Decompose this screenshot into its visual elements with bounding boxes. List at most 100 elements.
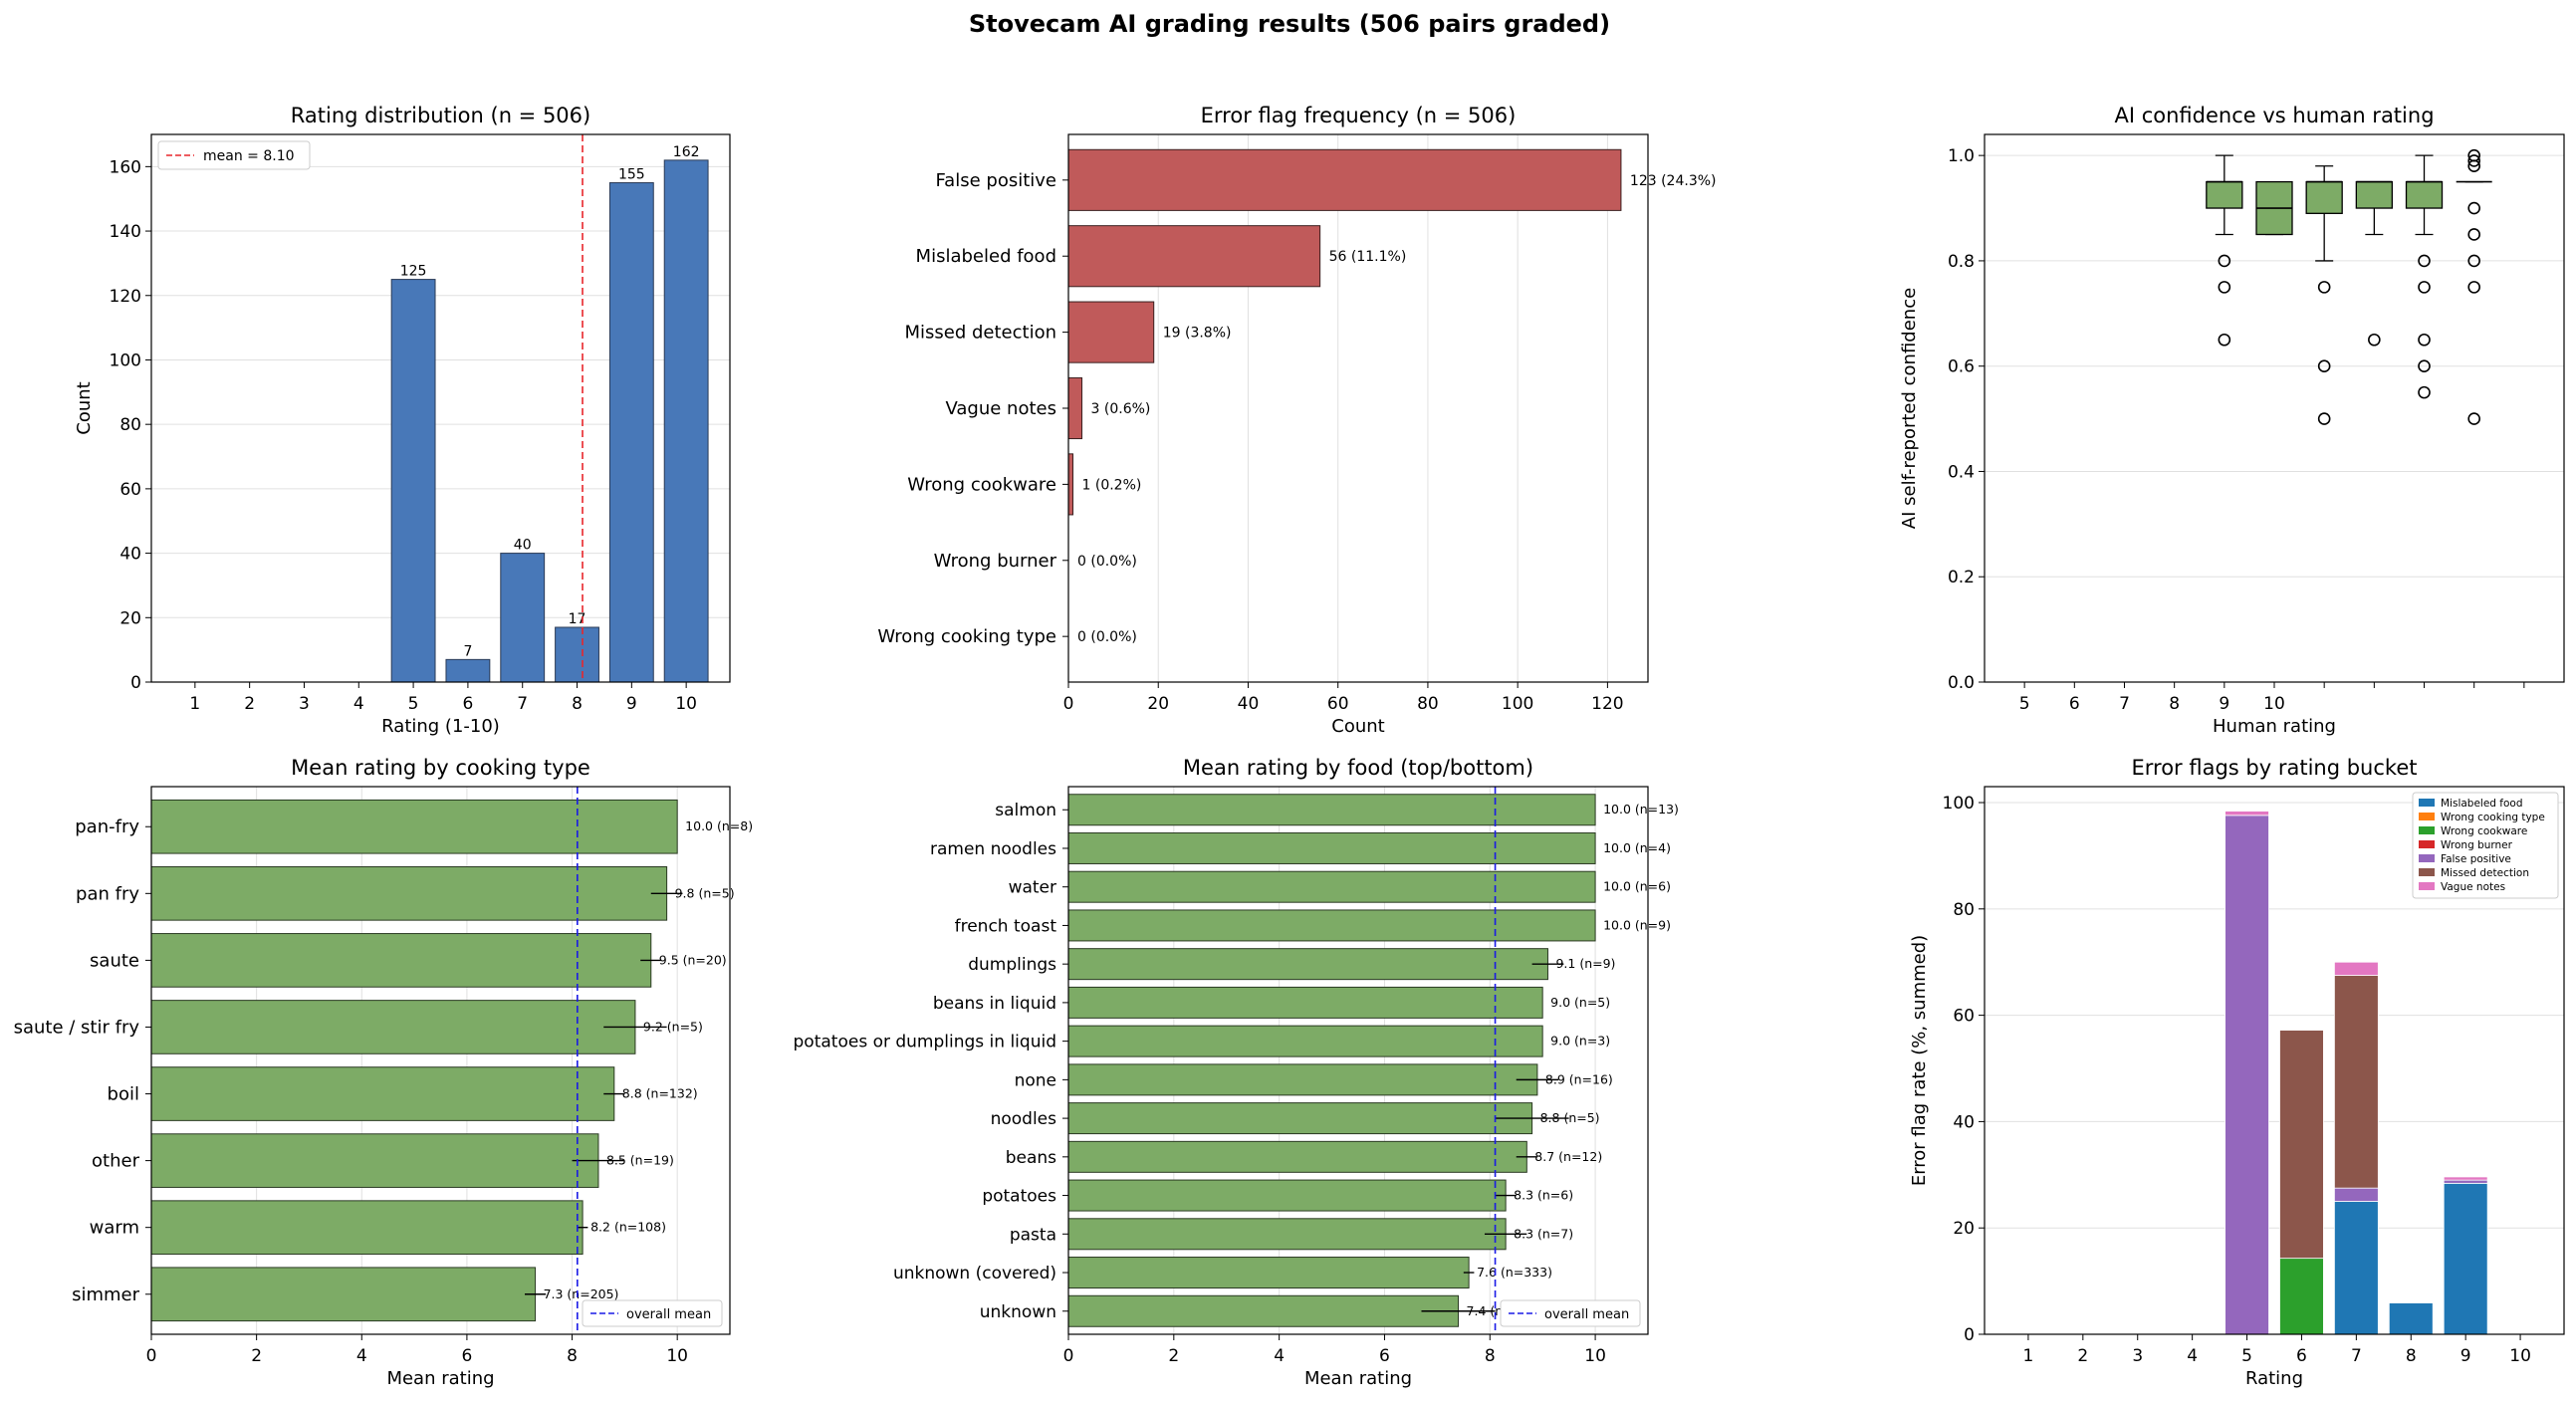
bar-value-label: 8.7 (n=12): [1534, 1149, 1602, 1164]
y-axis-label: AI self-reported confidence: [1899, 288, 1920, 529]
y-tick-label: 1.0: [1948, 146, 1975, 166]
bar-mean-rating: [150, 865, 668, 921]
stacked-segment: [2333, 1201, 2379, 1335]
outlier-point: [2418, 333, 2431, 347]
outlier-point: [2467, 159, 2480, 173]
bar-mean-rating: [1067, 948, 1548, 981]
y-tick-label: Missed detection: [904, 323, 1056, 344]
y-tick-label: water: [1009, 878, 1056, 898]
stacked-segment: [2225, 815, 2269, 1335]
y-tick-label: Wrong burner: [934, 551, 1057, 572]
y-tick-label: 100: [1943, 794, 1975, 814]
bar-value-label: 8.8 (n=132): [622, 1086, 698, 1101]
legend: mean = 8.10: [157, 140, 311, 170]
x-tick-label: 6: [462, 694, 473, 714]
x-tick-label: 8: [2406, 1346, 2417, 1366]
legend-box: [2412, 792, 2559, 899]
y-tick-label: beans: [1006, 1148, 1056, 1168]
y-tick-label: other: [92, 1151, 140, 1172]
y-tick-label: 20: [1953, 1219, 1975, 1239]
legend-box: [582, 1299, 723, 1327]
x-tick-label: 1: [189, 694, 200, 714]
legend-label: Wrong cookware: [2441, 825, 2527, 837]
legend-label: mean = 8.10: [203, 148, 295, 164]
legend-label: overall mean: [1544, 1307, 1629, 1322]
x-axis-label: Rating: [2245, 1368, 2303, 1389]
bar-value-label: 10.0 (n=13): [1603, 802, 1679, 817]
outlier-point: [2467, 254, 2480, 268]
outlier-point: [2418, 281, 2431, 294]
legend: overall mean: [582, 1299, 723, 1327]
x-tick-label: 10: [666, 1346, 688, 1366]
bar-value-label: 8.3 (n=7): [1514, 1226, 1573, 1241]
x-tick-label: 100: [1502, 694, 1533, 714]
outlier-point: [2418, 359, 2431, 372]
y-tick-label: 0: [130, 673, 141, 693]
mean-by-food-chart: 0 2 4 6 8 10 10.0 (n=13) salmon 10.0 (n=4) ramen …: [794, 756, 1679, 1389]
y-tick-label: french toast: [955, 916, 1057, 936]
y-tick-label: 0.0: [1948, 673, 1975, 693]
stacked-segment: [2279, 1030, 2324, 1260]
bar-mean-rating: [1067, 1179, 1507, 1212]
y-tick-label: 80: [1953, 900, 1975, 920]
x-tick-label: 7: [517, 694, 528, 714]
stacked-segment: [2443, 1182, 2488, 1335]
bar-value-label: 8.3 (n=6): [1514, 1188, 1573, 1203]
y-tick-label: 160: [110, 157, 141, 177]
bar-value-label: 1 (0.2%): [1082, 477, 1142, 493]
legend: overall mean: [1500, 1299, 1641, 1327]
x-tick-label: 4: [353, 694, 364, 714]
outlier-point: [2317, 412, 2331, 425]
chart-title: Rating distribution (n = 506): [291, 104, 590, 127]
x-tick-label: 0: [146, 1346, 157, 1366]
y-tick-label: warm: [90, 1218, 139, 1239]
bar-mean-rating: [150, 1066, 615, 1121]
mean-by-cooking-type-chart: 0 2 4 6 8 10 10.0 (n=8) pan-fry 9.8 (n=5) pan fry…: [14, 756, 754, 1389]
y-tick-label: 80: [119, 415, 141, 435]
outlier-point: [2218, 281, 2231, 294]
chart-title: AI confidence vs human rating: [2114, 104, 2434, 127]
box-iqr: [2305, 180, 2343, 214]
legend-label: Mislabeled food: [2441, 798, 2523, 810]
x-tick-label: 4: [2187, 1346, 2198, 1366]
y-tick-label: pasta: [1010, 1225, 1056, 1245]
y-tick-label: saute: [90, 950, 139, 971]
y-tick-label: 0: [1964, 1325, 1975, 1345]
stacked-segment: [2388, 1302, 2434, 1335]
outlier-point: [2467, 201, 2480, 215]
bar-value-label: 10.0 (n=4): [1603, 840, 1671, 855]
y-tick-label: unknown: [980, 1302, 1056, 1322]
x-tick-label: 10: [2263, 694, 2285, 714]
y-tick-label: pan-fry: [75, 817, 139, 837]
y-tick-label: 60: [119, 480, 141, 500]
x-tick-label: 10: [2509, 1346, 2531, 1366]
y-tick-label: boil: [108, 1084, 139, 1105]
bar-mean-rating: [150, 799, 678, 854]
x-axis-label: Count: [1331, 716, 1384, 737]
y-tick-label: 40: [119, 545, 141, 565]
outlier-point: [2467, 281, 2480, 294]
x-tick-label: 7: [2119, 694, 2130, 714]
x-axis-label: Mean rating: [1304, 1368, 1412, 1389]
axes-frame: [1984, 133, 2565, 683]
stacked-segment: [2225, 811, 2269, 817]
bar-value-label: 9.8 (n=5): [675, 885, 735, 900]
x-tick-label: 5: [408, 694, 419, 714]
x-tick-label: 8: [572, 694, 583, 714]
legend-swatch: [2419, 826, 2435, 834]
y-tick-label: ramen noodles: [930, 839, 1056, 859]
x-tick-label: 5: [2241, 1346, 2252, 1366]
y-tick-label: False positive: [935, 170, 1056, 191]
bar-rating-8: [555, 626, 599, 683]
bar-value-label: 3 (0.6%): [1091, 401, 1151, 417]
y-tick-label: 40: [1953, 1112, 1975, 1132]
box-group: [2255, 180, 2293, 236]
bar-flag: [1067, 225, 1321, 288]
box-group: [2355, 180, 2393, 347]
y-tick-label: 0.2: [1948, 568, 1975, 587]
y-tick-label: 120: [110, 287, 141, 307]
axes-frame: [1067, 133, 1649, 683]
bar-mean-rating: [150, 1200, 584, 1256]
x-tick-label: 1: [2023, 1346, 2034, 1366]
